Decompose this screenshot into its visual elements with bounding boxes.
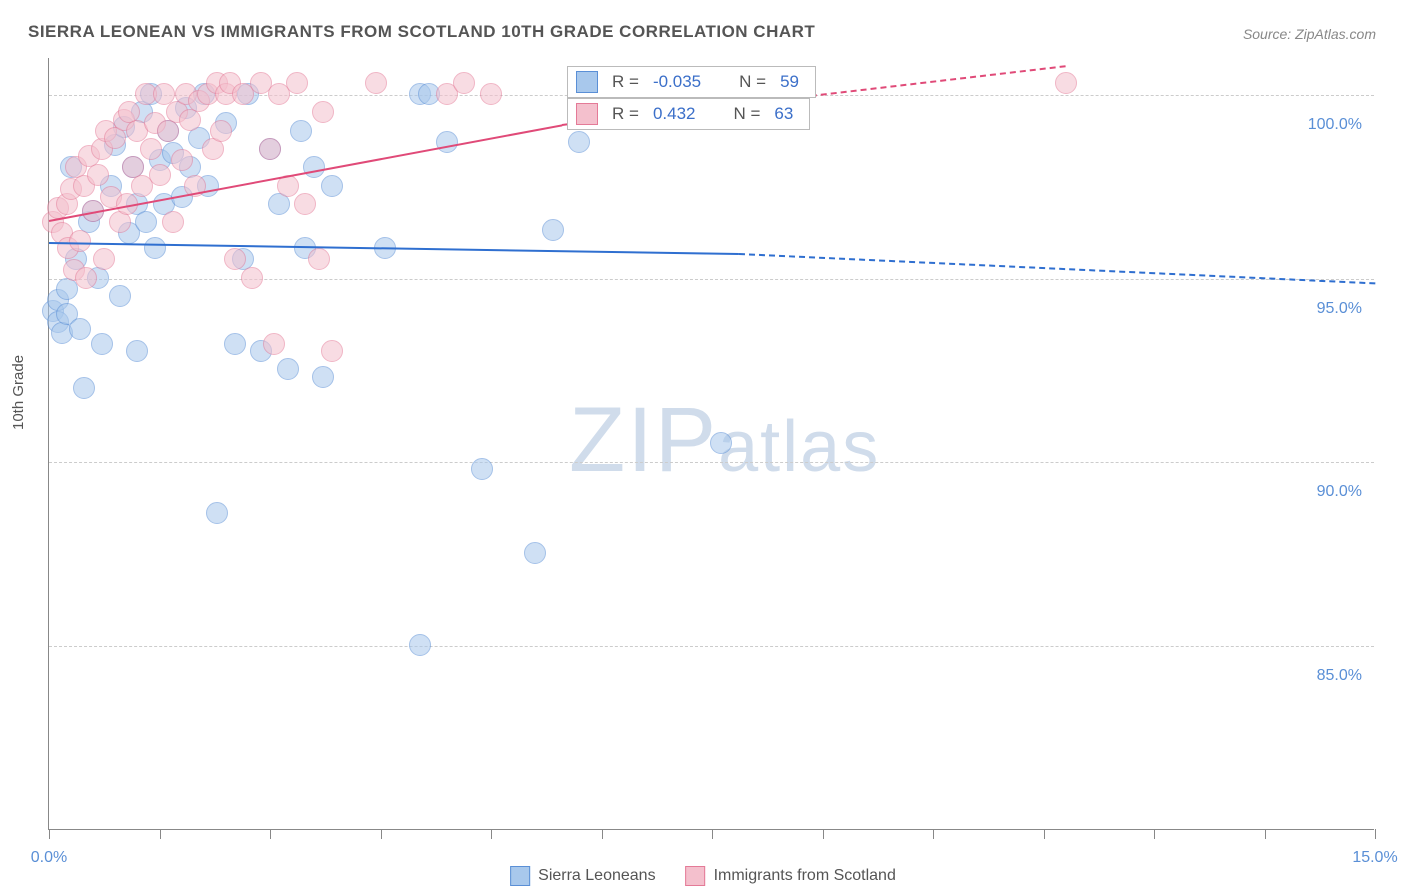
data-point — [321, 175, 343, 197]
scatter-plot-area: ZIPatlas 85.0%90.0%95.0%100.0%0.0%15.0%R… — [48, 58, 1374, 830]
legend-label: Sierra Leoneans — [538, 867, 655, 885]
x-tick — [933, 829, 934, 839]
y-tick-label: 90.0% — [1317, 483, 1362, 501]
data-point — [312, 366, 334, 388]
data-point — [710, 432, 732, 454]
data-point — [93, 248, 115, 270]
data-point — [126, 340, 148, 362]
source-attribution: Source: ZipAtlas.com — [1243, 26, 1376, 42]
y-axis-label: 10th Grade — [10, 355, 27, 430]
n-value: 59 — [780, 72, 799, 92]
x-tick — [1375, 829, 1376, 839]
y-tick-label: 85.0% — [1317, 667, 1362, 685]
legend-label: Immigrants from Scotland — [714, 867, 896, 885]
gridline — [49, 462, 1374, 463]
x-tick — [491, 829, 492, 839]
data-point — [162, 211, 184, 233]
data-point — [568, 131, 590, 153]
data-point — [87, 164, 109, 186]
data-point — [480, 83, 502, 105]
legend-swatch — [686, 866, 706, 886]
x-tick — [381, 829, 382, 839]
data-point — [144, 237, 166, 259]
legend-item: Sierra Leoneans — [510, 866, 655, 886]
n-label: N = — [733, 104, 760, 124]
data-point — [312, 101, 334, 123]
data-point — [1055, 72, 1077, 94]
data-point — [210, 120, 232, 142]
y-tick-label: 95.0% — [1317, 300, 1362, 318]
x-tick — [823, 829, 824, 839]
legend-swatch — [510, 866, 530, 886]
data-point — [241, 267, 263, 289]
x-tick — [1265, 829, 1266, 839]
r-value: 0.432 — [653, 104, 696, 124]
data-point — [453, 72, 475, 94]
x-tick-label: 0.0% — [31, 849, 67, 867]
data-point — [524, 542, 546, 564]
data-point — [542, 219, 564, 241]
y-tick-label: 100.0% — [1308, 116, 1362, 134]
x-tick-label: 15.0% — [1352, 849, 1397, 867]
data-point — [294, 193, 316, 215]
data-point — [286, 72, 308, 94]
data-point — [206, 502, 228, 524]
r-label: R = — [612, 104, 639, 124]
series-swatch — [576, 71, 598, 93]
x-tick — [602, 829, 603, 839]
chart-legend: Sierra Leoneans Immigrants from Scotland — [510, 866, 896, 886]
data-point — [109, 285, 131, 307]
data-point — [224, 248, 246, 270]
data-point — [259, 138, 281, 160]
x-tick — [1154, 829, 1155, 839]
data-point — [365, 72, 387, 94]
data-point — [140, 138, 162, 160]
data-point — [91, 333, 113, 355]
correlation-stats-box: R = -0.035 N = 59 — [567, 66, 816, 98]
chart-title: SIERRA LEONEAN VS IMMIGRANTS FROM SCOTLA… — [28, 22, 815, 42]
data-point — [73, 377, 95, 399]
r-label: R = — [612, 72, 639, 92]
x-tick — [1044, 829, 1045, 839]
data-point — [303, 156, 325, 178]
legend-item: Immigrants from Scotland — [686, 866, 896, 886]
n-value: 63 — [774, 104, 793, 124]
data-point — [409, 634, 431, 656]
x-tick — [160, 829, 161, 839]
data-point — [75, 267, 97, 289]
x-tick — [49, 829, 50, 839]
data-point — [135, 211, 157, 233]
r-value: -0.035 — [653, 72, 701, 92]
data-point — [308, 248, 330, 270]
data-point — [149, 164, 171, 186]
data-point — [263, 333, 285, 355]
series-swatch — [576, 103, 598, 125]
data-point — [321, 340, 343, 362]
gridline — [49, 646, 1374, 647]
data-point — [277, 358, 299, 380]
data-point — [224, 333, 246, 355]
correlation-stats-box: R = 0.432 N = 63 — [567, 98, 810, 130]
data-point — [69, 318, 91, 340]
data-point — [171, 149, 193, 171]
x-tick — [270, 829, 271, 839]
data-point — [290, 120, 312, 142]
data-point — [69, 230, 91, 252]
data-point — [471, 458, 493, 480]
x-tick — [712, 829, 713, 839]
n-label: N = — [739, 72, 766, 92]
